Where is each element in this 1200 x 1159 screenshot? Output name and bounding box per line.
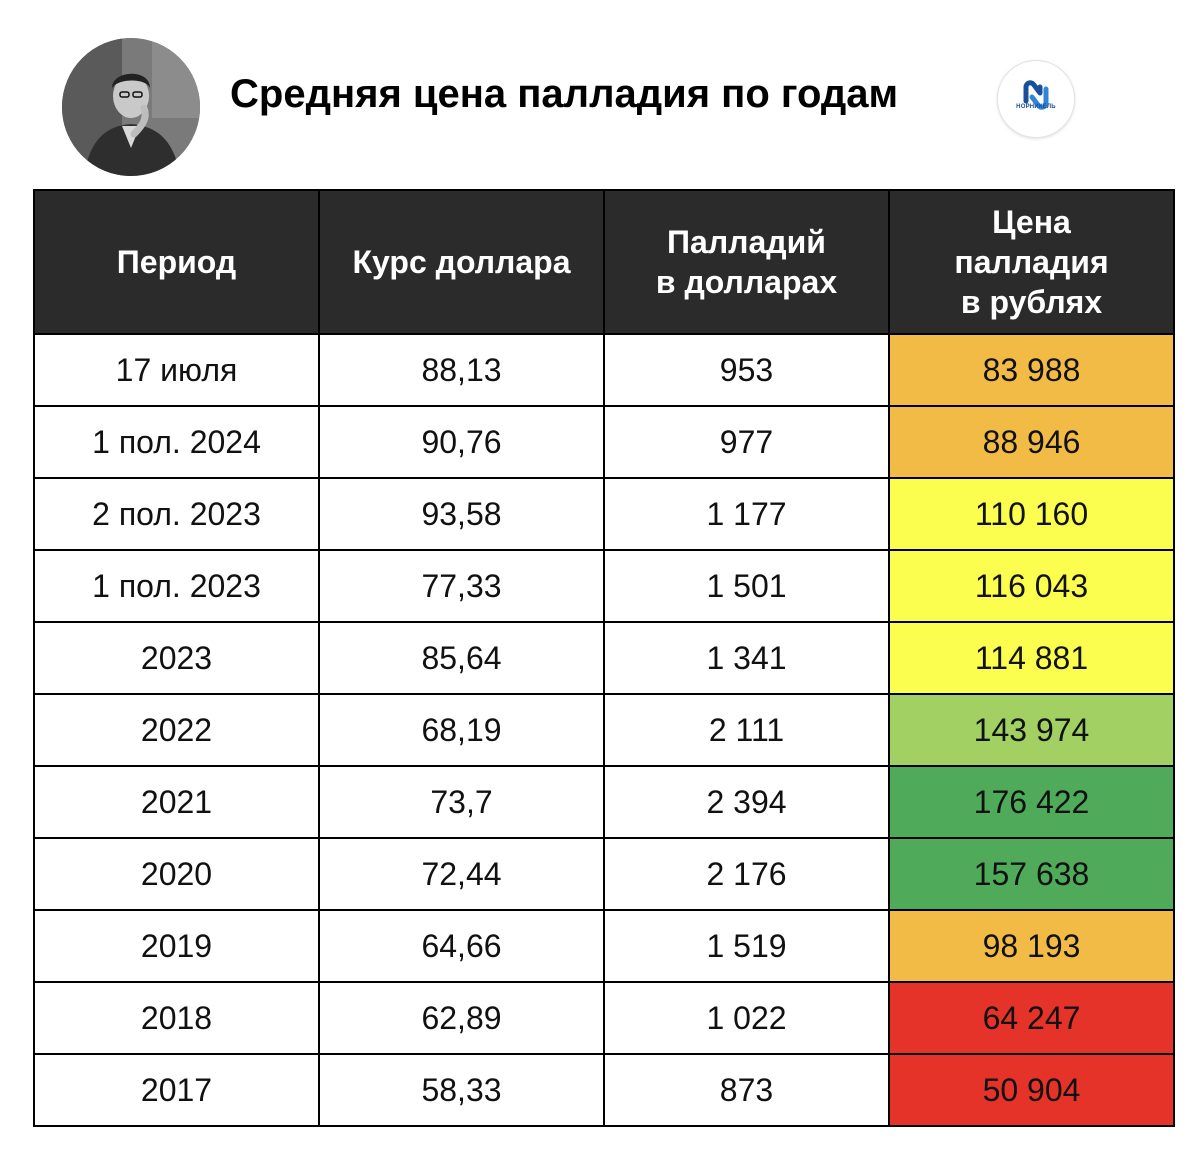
cell-usd-price: 1 022 [603,981,890,1055]
cell-usd-rate: 77,33 [318,549,605,623]
table-body: 17 июля 88,13 953 83 988 1 пол. 2024 90,76 977… [33,333,1175,1127]
cell-usd-rate: 93,58 [318,477,605,551]
cell-usd-price: 1 519 [603,909,890,983]
cell-usd-price: 1 501 [603,549,890,623]
cell-rub-price: 64 247 [888,981,1175,1055]
table-row: 2020 72,44 2 176 157 638 [33,837,1175,911]
cell-rub-price: 110 160 [888,477,1175,551]
cell-usd-rate: 62,89 [318,981,605,1055]
cell-period: 2020 [33,837,320,911]
logo-text: НОРНИКЕЛЬ [1016,104,1056,110]
cell-rub-price: 114 881 [888,621,1175,695]
column-header-usd-rate: Курс доллара [318,189,605,335]
table-row: 2022 68,19 2 111 143 974 [33,693,1175,767]
table-row: 2023 85,64 1 341 114 881 [33,621,1175,695]
author-photo-icon [62,38,200,176]
cell-usd-price: 977 [603,405,890,479]
cell-usd-rate: 88,13 [318,333,605,407]
cell-usd-price: 1 177 [603,477,890,551]
avatar [62,38,200,176]
nornickel-logo: НОРНИКЕЛЬ [997,60,1075,138]
cell-rub-price: 83 988 [888,333,1175,407]
table-header-row: Период Курс доллара Палладий в долларах Ц… [33,189,1175,335]
cell-rub-price: 50 904 [888,1053,1175,1127]
cell-usd-rate: 72,44 [318,837,605,911]
cell-period: 2017 [33,1053,320,1127]
table-row: 17 июля 88,13 953 83 988 [33,333,1175,407]
nornickel-logo-icon [1023,80,1049,110]
cell-rub-price: 176 422 [888,765,1175,839]
cell-usd-rate: 64,66 [318,909,605,983]
cell-period: 1 пол. 2024 [33,405,320,479]
table-row: 2021 73,7 2 394 176 422 [33,765,1175,839]
cell-usd-price: 2 394 [603,765,890,839]
cell-period: 2018 [33,981,320,1055]
cell-usd-price: 873 [603,1053,890,1127]
cell-rub-price: 157 638 [888,837,1175,911]
column-header-label: Курс доллара [352,244,571,280]
cell-period: 17 июля [33,333,320,407]
cell-rub-price: 143 974 [888,693,1175,767]
cell-period: 1 пол. 2023 [33,549,320,623]
cell-usd-rate: 68,19 [318,693,605,767]
cell-usd-rate: 58,33 [318,1053,605,1127]
column-header-rub-price: Цена палладия в рублях [888,189,1175,335]
cell-period: 2022 [33,693,320,767]
column-header-usd-price: Палладий в долларах [603,189,890,335]
cell-usd-price: 2 176 [603,837,890,911]
cell-usd-price: 2 111 [603,693,890,767]
cell-rub-price: 98 193 [888,909,1175,983]
table-row: 2018 62,89 1 022 64 247 [33,981,1175,1055]
column-header-label: Цена палладия в рублях [954,204,1109,320]
page-title: Средняя цена палладия по годам [230,72,899,116]
cell-usd-rate: 85,64 [318,621,605,695]
table-row: 2019 64,66 1 519 98 193 [33,909,1175,983]
cell-usd-price: 1 341 [603,621,890,695]
column-header-label: Палладий в долларах [655,224,838,300]
table-row: 2017 58,33 873 50 904 [33,1053,1175,1127]
cell-usd-rate: 90,76 [318,405,605,479]
cell-period: 2 пол. 2023 [33,477,320,551]
cell-rub-price: 116 043 [888,549,1175,623]
cell-rub-price: 88 946 [888,405,1175,479]
cell-usd-price: 953 [603,333,890,407]
table-row: 1 пол. 2023 77,33 1 501 116 043 [33,549,1175,623]
table-row: 1 пол. 2024 90,76 977 88 946 [33,405,1175,479]
cell-period: 2021 [33,765,320,839]
cell-period: 2023 [33,621,320,695]
cell-usd-rate: 73,7 [318,765,605,839]
cell-period: 2019 [33,909,320,983]
table-row: 2 пол. 2023 93,58 1 177 110 160 [33,477,1175,551]
page-header: Средняя цена палладия по годам НОРНИКЕЛЬ [0,0,1200,190]
palladium-price-table: Период Курс доллара Палладий в долларах Ц… [33,189,1175,1127]
column-header-period: Период [33,189,320,335]
column-header-label: Период [116,244,237,280]
